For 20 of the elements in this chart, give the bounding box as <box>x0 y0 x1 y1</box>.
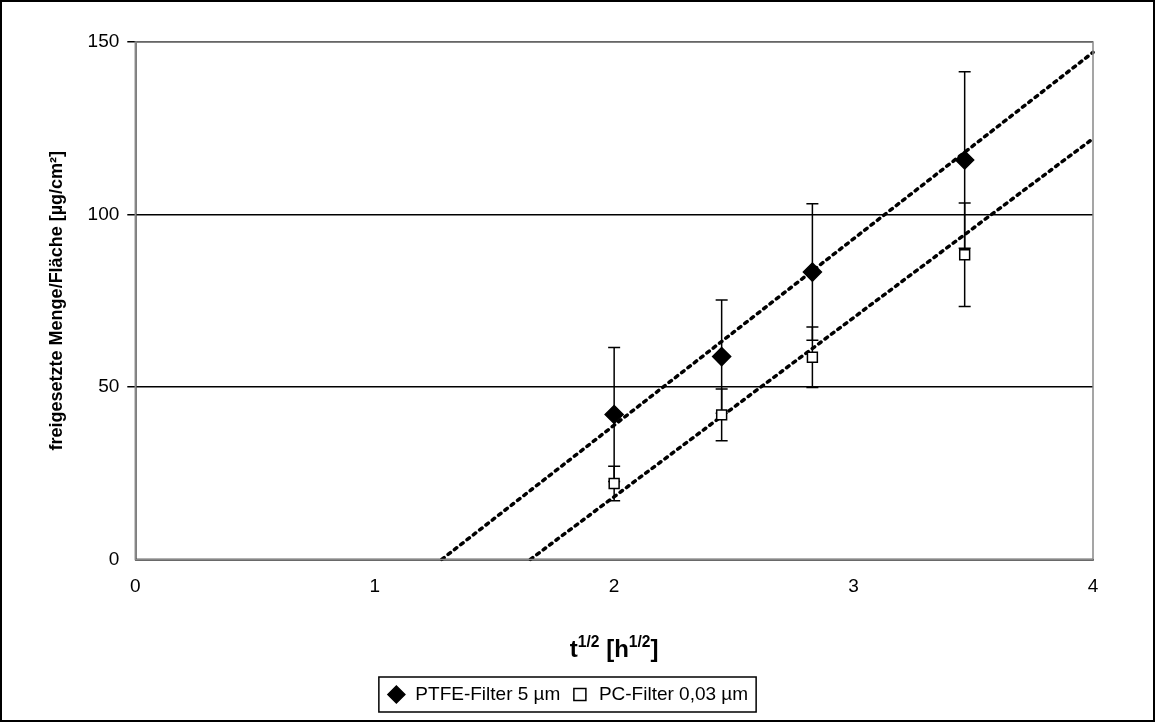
y-tick-label: 50 <box>98 375 120 397</box>
y-tick-label: 100 <box>87 202 120 224</box>
point <box>608 477 620 490</box>
point <box>806 351 819 363</box>
x-tick-label: 0 <box>130 575 141 597</box>
point <box>715 409 728 421</box>
y-axis-title: freigesetzte Menge/Fläche [µg/cm²] <box>45 150 66 451</box>
legend-label: PTFE-Filter 5 µm <box>415 682 561 704</box>
x-tick-label: 1 <box>369 575 381 597</box>
legend-label: PC-Filter 0,03 µm <box>598 682 749 704</box>
y-tick-label: 0 <box>108 547 120 569</box>
point <box>604 404 624 425</box>
x-tick-label: 4 <box>1087 575 1099 597</box>
x-tick-label: 3 <box>848 575 859 597</box>
y-tick-label: 150 <box>87 30 120 52</box>
point <box>802 262 823 282</box>
point <box>711 346 732 367</box>
point <box>958 249 971 261</box>
x-tick-label: 2 <box>608 575 620 597</box>
point <box>954 150 975 170</box>
